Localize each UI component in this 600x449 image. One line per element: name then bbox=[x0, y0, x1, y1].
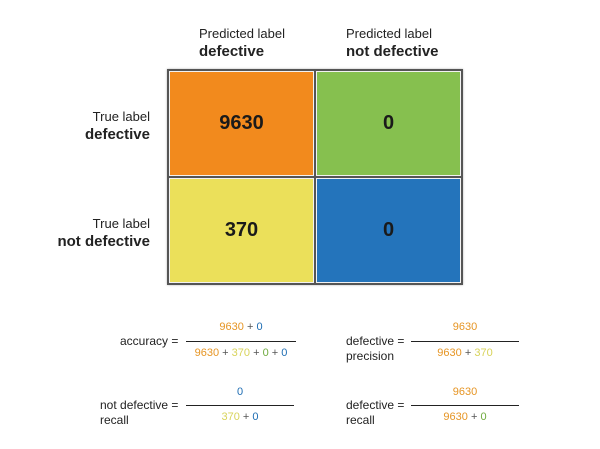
precision-fraction-line bbox=[411, 341, 519, 342]
column-header-value: defective bbox=[199, 43, 265, 60]
nd-recall-numerator: 0 bbox=[186, 386, 294, 399]
column-header-defective: Predicted label defective bbox=[199, 25, 349, 61]
cell-value: 0 bbox=[382, 219, 395, 241]
precision-denominator: 9630 + 370 bbox=[411, 347, 519, 360]
column-header-not-defective: Predicted label not defective bbox=[346, 25, 496, 61]
cell-value: 0 bbox=[382, 112, 395, 134]
column-header-caption: Predicted label bbox=[346, 26, 432, 41]
cell-false-negative: 0 bbox=[316, 71, 461, 176]
d-recall-numerator: 9630 bbox=[411, 386, 519, 399]
d-recall-label-line1: defective = bbox=[346, 398, 405, 412]
column-header-caption: Predicted label bbox=[199, 26, 285, 41]
term-tp: 9630 bbox=[452, 321, 478, 333]
cell-value: 9630 bbox=[219, 112, 264, 134]
row-header-value: not defective bbox=[57, 233, 150, 250]
term-tp: 9630 bbox=[443, 411, 468, 423]
column-header-value: not defective bbox=[346, 43, 439, 60]
term-fn: 0 bbox=[262, 347, 269, 359]
row-header-caption: True label bbox=[92, 109, 150, 124]
d-recall-label-line2: recall bbox=[346, 413, 375, 427]
operator: + bbox=[467, 411, 481, 423]
row-header-defective: True label defective bbox=[10, 108, 150, 144]
accuracy-denominator: 9630 + 370 + 0 + 0 bbox=[186, 347, 296, 360]
confusion-matrix: 9630 0 370 0 bbox=[167, 69, 463, 285]
nd-recall-label-line2: recall bbox=[100, 413, 129, 427]
term-tn: 0 bbox=[252, 411, 259, 423]
term-tp: 9630 bbox=[437, 347, 462, 359]
term-fn: 0 bbox=[480, 411, 487, 423]
term-fp: 370 bbox=[474, 347, 493, 359]
term-tn: 0 bbox=[256, 321, 263, 333]
accuracy-fraction-line bbox=[186, 341, 296, 342]
d-recall-denominator: 9630 + 0 bbox=[411, 411, 519, 424]
cell-true-positive: 9630 bbox=[169, 71, 314, 176]
operator: + bbox=[268, 347, 282, 359]
nd-recall-fraction-line bbox=[186, 405, 294, 406]
cell-false-positive: 370 bbox=[169, 178, 314, 283]
term-tp: 9630 bbox=[452, 386, 478, 398]
row-header-not-defective: True label not defective bbox=[10, 215, 150, 251]
term-fp: 370 bbox=[221, 411, 240, 423]
row-header-value: defective bbox=[84, 126, 150, 143]
term-tp: 9630 bbox=[219, 321, 244, 333]
operator: + bbox=[243, 321, 257, 333]
cell-true-negative: 0 bbox=[316, 178, 461, 283]
d-recall-fraction-line bbox=[411, 405, 519, 406]
term-tn: 0 bbox=[281, 347, 288, 359]
term-fp: 370 bbox=[231, 347, 251, 359]
row-header-caption: True label bbox=[92, 216, 150, 231]
operator: + bbox=[239, 411, 253, 423]
accuracy-label: accuracy = bbox=[120, 334, 179, 348]
term-tp: 9630 bbox=[194, 347, 220, 359]
nd-recall-label-line1: not defective = bbox=[100, 398, 179, 412]
precision-label-line2: precision bbox=[346, 349, 395, 363]
accuracy-numerator: 9630 + 0 bbox=[186, 321, 296, 334]
nd-recall-denominator: 370 + 0 bbox=[186, 411, 294, 424]
term-tn: 0 bbox=[236, 386, 244, 398]
precision-numerator: 9630 bbox=[411, 321, 519, 334]
operator: + bbox=[461, 347, 475, 359]
precision-label-line1: defective = bbox=[346, 334, 405, 348]
cell-value: 370 bbox=[224, 219, 259, 241]
operator: + bbox=[219, 347, 232, 359]
operator: + bbox=[250, 347, 263, 359]
